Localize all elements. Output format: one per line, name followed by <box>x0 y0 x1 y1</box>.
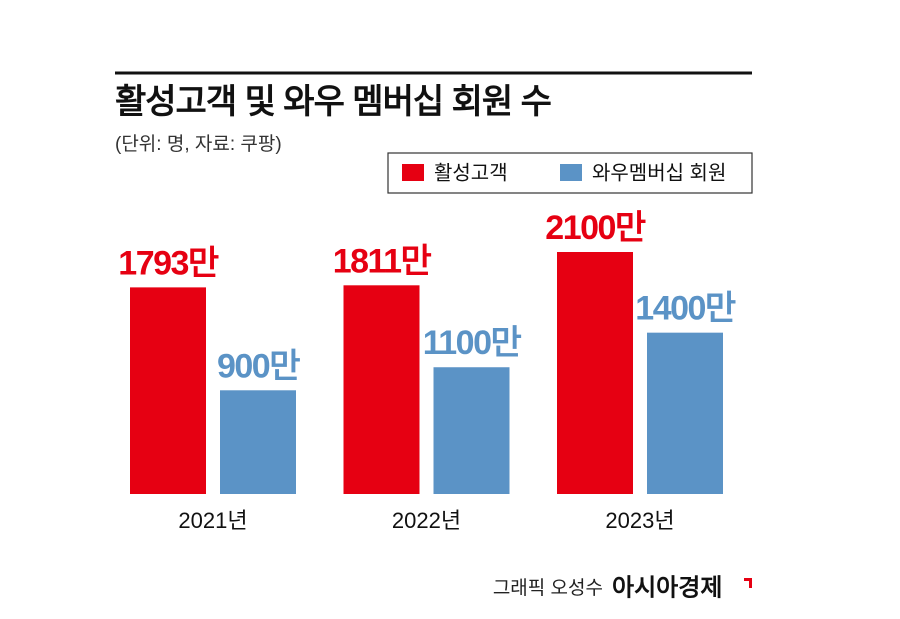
legend-label: 활성고객 <box>434 161 508 184</box>
credit: 그래픽 오성수 <box>493 577 603 599</box>
bar <box>557 252 633 494</box>
x-tick-label: 2022년 <box>392 508 461 533</box>
value-label: 2100만 <box>545 209 646 247</box>
value-label: 1100만 <box>423 324 522 362</box>
chart-title: 활성고객 및 와우 멤버십 회원 수 <box>115 83 552 121</box>
bar <box>220 390 296 494</box>
value-label: 900만 <box>217 347 300 385</box>
value-label: 1400만 <box>635 290 736 328</box>
bar <box>433 367 510 494</box>
legend-swatch <box>560 164 582 181</box>
bar <box>130 287 206 494</box>
bar <box>343 285 420 494</box>
x-tick-label: 2023년 <box>605 508 674 533</box>
value-label: 1811만 <box>333 242 432 280</box>
brand: 아시아경제 <box>612 574 722 601</box>
legend-swatch <box>402 164 424 181</box>
legend-label: 와우멤버십 회원 <box>592 161 726 184</box>
brand-mark <box>744 578 752 588</box>
x-tick-label: 2021년 <box>178 508 247 533</box>
value-label: 1793만 <box>118 244 219 282</box>
bar <box>647 332 723 494</box>
chart-subtitle: (단위: 명, 자료: 쿠팡) <box>115 133 282 155</box>
